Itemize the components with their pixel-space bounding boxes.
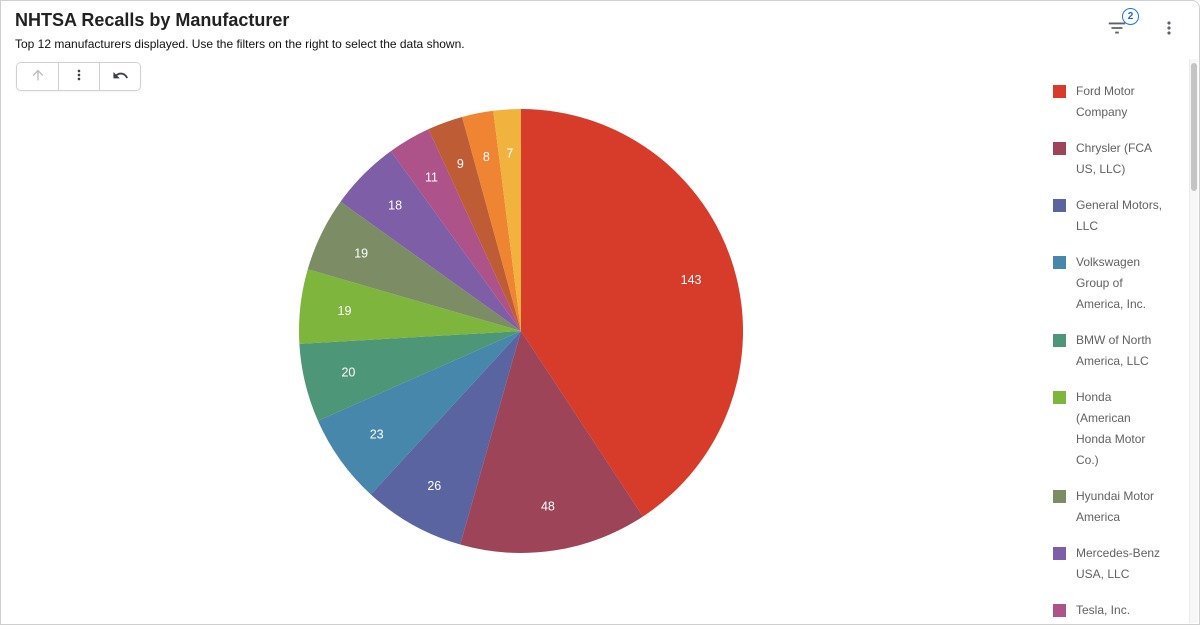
scrollbar-thumb[interactable]: [1191, 63, 1197, 191]
legend-label: General Motors, LLC: [1076, 198, 1163, 233]
filter-count-badge: 2: [1122, 8, 1139, 25]
pie-slice-label: 18: [388, 199, 402, 213]
legend-label: Volkswagen Group of America, Inc.: [1076, 255, 1147, 311]
legend-item[interactable]: Hyundai Motor America: [1053, 486, 1187, 528]
pie-slice-label: 23: [370, 428, 384, 442]
legend-label: Ford Motor Company: [1076, 84, 1135, 119]
arrow-up-icon: [30, 67, 46, 86]
filter-list-icon: [1106, 17, 1128, 42]
legend-label: Tesla, Inc.: [1076, 603, 1131, 617]
legend-color-chip: [1053, 199, 1066, 212]
kebab-menu-button[interactable]: [1157, 17, 1181, 41]
legend-color-chip: [1053, 256, 1066, 269]
pie-slice[interactable]: [521, 109, 744, 517]
chart-toolbar: [16, 62, 141, 91]
pie-slice-label: 20: [341, 366, 355, 380]
undo-icon: [112, 67, 129, 87]
legend-scrollbar[interactable]: [1189, 59, 1198, 623]
legend-item[interactable]: General Motors, LLC: [1053, 195, 1187, 237]
pie-slice[interactable]: [428, 116, 521, 331]
pie-slice[interactable]: [317, 331, 521, 495]
legend-item[interactable]: Honda (American Honda Motor Co.): [1053, 387, 1187, 471]
chart-legend: Ford Motor Company Chrysler (FCA US, LLC)…: [1053, 81, 1187, 620]
pie-slice-label: 11: [425, 171, 438, 185]
pie-slice-label: 19: [338, 304, 352, 318]
pie-slice-label: 7: [506, 147, 513, 161]
legend-label: Honda (American Honda Motor Co.): [1076, 390, 1146, 467]
pie-slice[interactable]: [370, 331, 521, 545]
pie-slice[interactable]: [460, 331, 643, 554]
legend-label: BMW of North America, LLC: [1076, 333, 1152, 368]
pie-slice[interactable]: [493, 109, 521, 331]
pie-slice-label: 8: [483, 150, 490, 164]
pie-slice[interactable]: [390, 129, 521, 331]
header-actions: 2: [1105, 8, 1181, 42]
vertical-dots-icon: [71, 67, 87, 86]
legend-color-chip: [1053, 85, 1066, 98]
page-subtitle: Top 12 manufacturers displayed. Use the …: [15, 37, 465, 51]
drill-up-button[interactable]: [17, 63, 58, 90]
legend-color-chip: [1053, 142, 1066, 155]
legend-item[interactable]: Volkswagen Group of America, Inc.: [1053, 252, 1187, 315]
page-title: NHTSA Recalls by Manufacturer: [15, 10, 290, 30]
chart-options-button[interactable]: [58, 63, 99, 90]
pie-slice[interactable]: [299, 331, 521, 421]
legend-color-chip: [1053, 490, 1066, 503]
legend-label: Hyundai Motor America: [1076, 489, 1155, 524]
pie-slice[interactable]: [299, 269, 521, 344]
pie-slice[interactable]: [307, 201, 521, 331]
undo-button[interactable]: [99, 63, 140, 90]
pie-slice-label: 143: [681, 273, 702, 287]
legend-label: Mercedes-Benz USA, LLC: [1076, 546, 1161, 581]
legend-item[interactable]: BMW of North America, LLC: [1053, 330, 1187, 372]
legend-color-chip: [1053, 391, 1066, 404]
pie-slice-label: 19: [354, 246, 368, 260]
legend-item[interactable]: Tesla, Inc.: [1053, 600, 1187, 620]
legend-item[interactable]: Mercedes-Benz USA, LLC: [1053, 543, 1187, 585]
pie-slice[interactable]: [462, 110, 521, 332]
pie-slice[interactable]: [340, 151, 521, 331]
pie-slice-label: 9: [457, 157, 464, 171]
pie-slice-label: 48: [541, 500, 555, 514]
legend-color-chip: [1053, 547, 1066, 560]
filter-button[interactable]: 2: [1105, 8, 1139, 42]
legend-color-chip: [1053, 604, 1066, 617]
legend-label: Chrysler (FCA US, LLC): [1076, 141, 1152, 176]
legend-item[interactable]: Ford Motor Company: [1053, 81, 1187, 123]
pie-slice-label: 26: [427, 479, 441, 493]
legend-item[interactable]: Chrysler (FCA US, LLC): [1053, 138, 1187, 180]
kebab-menu-icon: [1159, 18, 1179, 41]
legend-color-chip: [1053, 334, 1066, 347]
